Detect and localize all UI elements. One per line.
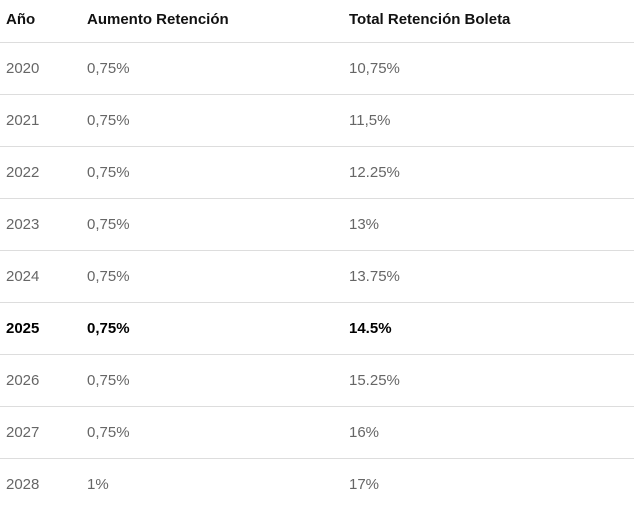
header-increase: Aumento Retención — [87, 11, 229, 28]
table-row: 2024 0,75% 13.75% — [0, 250, 634, 302]
cell-increase: 0,75% — [87, 163, 130, 181]
cell-total: 14.5% — [349, 319, 392, 337]
cell-year: 2020 — [6, 59, 40, 77]
cell-total: 16% — [349, 423, 380, 441]
table-row: 2022 0,75% 12.25% — [0, 146, 634, 198]
cell-total: 10,75% — [349, 59, 400, 77]
cell-year: 2023 — [6, 215, 40, 233]
cell-year: 2021 — [6, 111, 40, 129]
cell-total: 13% — [349, 215, 380, 233]
cell-year: 2025 — [6, 319, 40, 337]
cell-year: 2026 — [6, 371, 40, 389]
table-body: 2020 0,75% 10,75% 2021 0,75% 11,5% 2022 … — [0, 42, 634, 510]
table-row: 2020 0,75% 10,75% — [0, 42, 634, 94]
cell-increase: 0,75% — [87, 59, 130, 77]
table-header-row: Año Aumento Retención Total Retención Bo… — [0, 0, 634, 42]
cell-increase: 0,75% — [87, 319, 130, 337]
cell-year: 2022 — [6, 163, 40, 181]
cell-increase: 0,75% — [87, 423, 130, 441]
cell-total: 11,5% — [349, 111, 391, 129]
cell-total: 15.25% — [349, 371, 400, 389]
table-row: 2027 0,75% 16% — [0, 406, 634, 458]
cell-total: 17% — [349, 475, 380, 493]
header-year: Año — [6, 11, 36, 28]
header-total: Total Retención Boleta — [349, 11, 511, 28]
table-row: 2026 0,75% 15.25% — [0, 354, 634, 406]
cell-increase: 0,75% — [87, 215, 130, 233]
cell-year: 2027 — [6, 423, 40, 441]
cell-total: 12.25% — [349, 163, 400, 181]
table-row-highlighted: 2025 0,75% 14.5% — [0, 302, 634, 354]
cell-increase: 0,75% — [87, 111, 130, 129]
cell-increase: 0,75% — [87, 267, 130, 285]
table-row: 2028 1% 17% — [0, 458, 634, 510]
cell-year: 2024 — [6, 267, 40, 285]
cell-total: 13.75% — [349, 267, 400, 285]
table-header: Año Aumento Retención Total Retención Bo… — [0, 0, 634, 42]
cell-increase: 1% — [87, 475, 109, 493]
cell-increase: 0,75% — [87, 371, 130, 389]
table-row: 2023 0,75% 13% — [0, 198, 634, 250]
cell-year: 2028 — [6, 475, 40, 493]
table-row: 2021 0,75% 11,5% — [0, 94, 634, 146]
